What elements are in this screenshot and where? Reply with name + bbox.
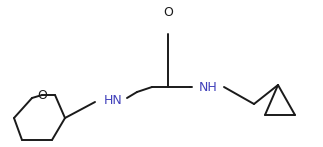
Text: HN: HN [104, 93, 122, 106]
Text: O: O [37, 88, 47, 101]
Text: O: O [163, 5, 173, 19]
Text: NH: NH [199, 81, 217, 93]
